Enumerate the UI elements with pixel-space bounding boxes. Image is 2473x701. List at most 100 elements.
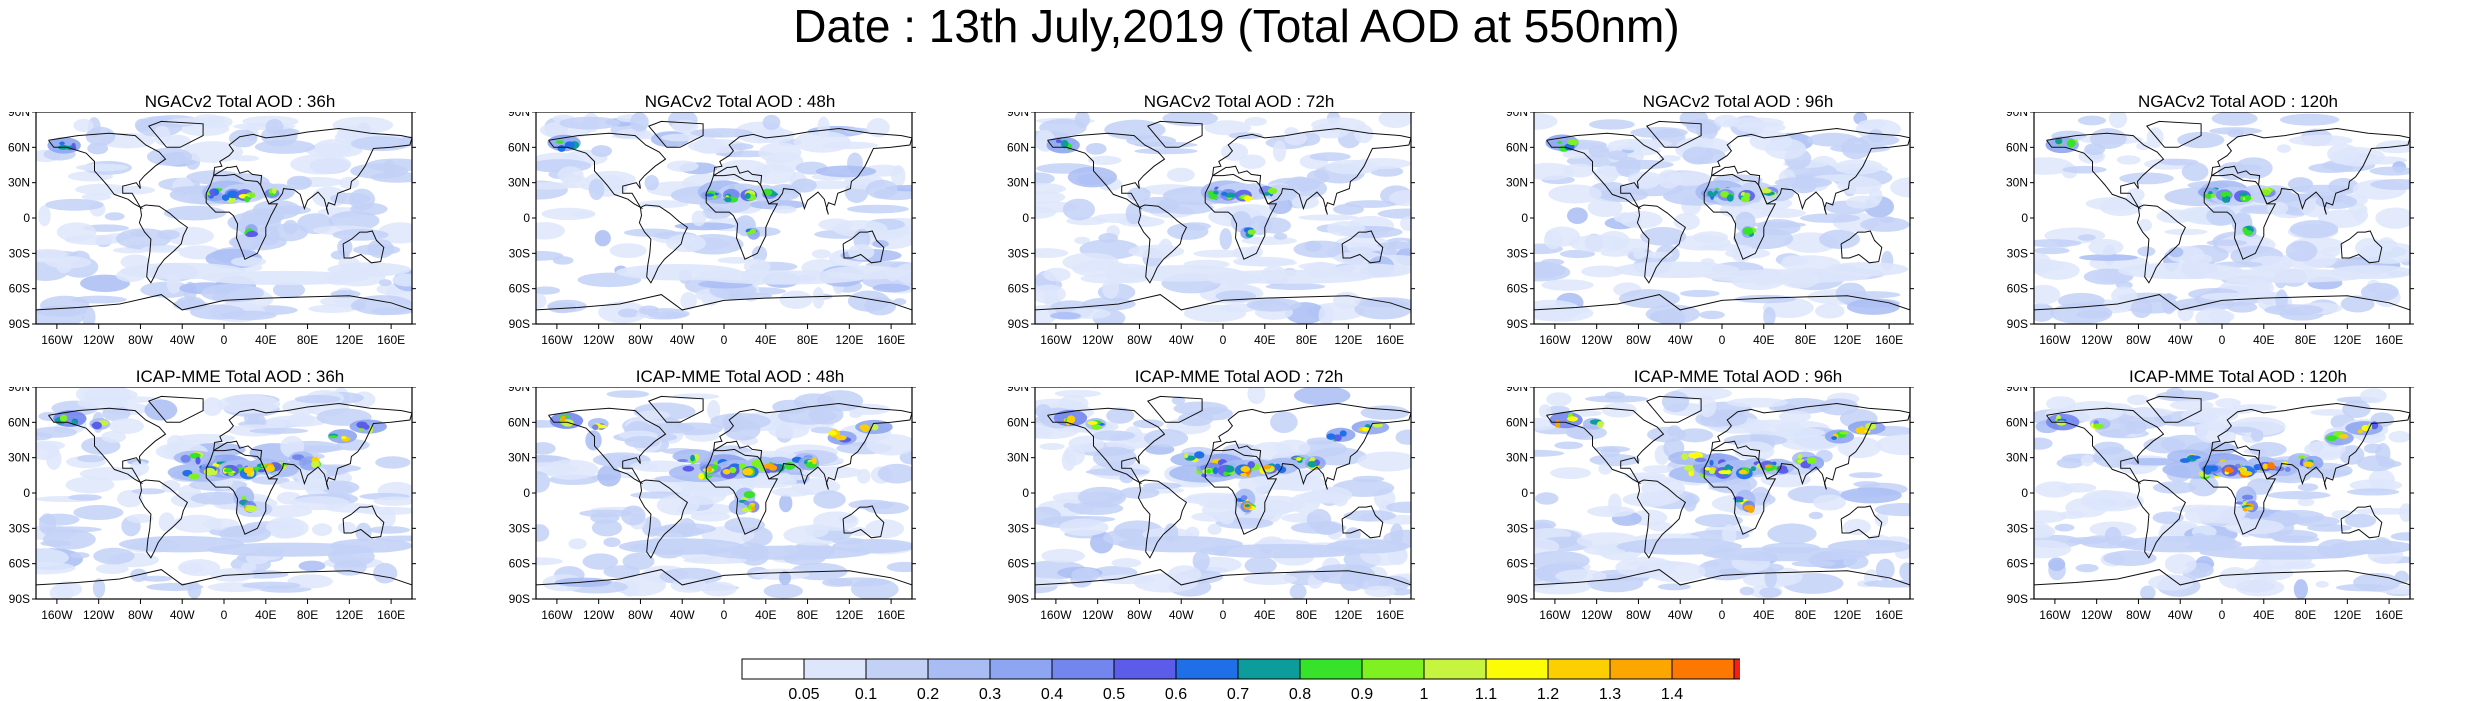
longitude-label: 80E	[2295, 608, 2316, 622]
longitude-label: 160E	[877, 608, 905, 622]
latitude-label: 30S	[1008, 521, 1029, 535]
latitude-label: 90N	[1007, 387, 1029, 394]
latitude-label: 30S	[2007, 521, 2028, 535]
latitude-label: 90N	[508, 387, 530, 394]
colorbar-label: 0.5	[1103, 686, 1125, 701]
longitude-label: 40W	[1668, 333, 1693, 347]
aod-map: 90N 60N 30N 0 30S 60S 90S 160W 120W 80W 40W 0 40E 80E…	[1007, 112, 1415, 347]
colorbar-label: 1	[1420, 686, 1429, 701]
colorbar-swatch	[1547, 658, 1611, 680]
latitude-label: 60S	[509, 282, 530, 296]
colorbar-label: 0.4	[1041, 686, 1063, 701]
panel-title: NGACv2 Total AOD : 36h	[144, 92, 336, 111]
latitude-label: 60S	[9, 557, 30, 571]
colorbar-label: 1.1	[1475, 686, 1497, 701]
latitude-label: 30S	[1507, 246, 1528, 260]
longitude-label: 160W	[41, 608, 73, 622]
longitude-label: 160W	[1040, 608, 1072, 622]
longitude-label: 120E	[335, 333, 363, 347]
map-panel: NGACv2 Total AOD : 36h 90N 60N 30N 0 30S 60S 90…	[0, 92, 420, 358]
colorbar-label: 0.7	[1227, 686, 1249, 701]
longitude-label: 40E	[1753, 333, 1774, 347]
longitude-label: 160W	[2039, 608, 2071, 622]
latitude-label: 0	[1022, 486, 1029, 500]
longitude-label: 160E	[877, 333, 905, 347]
longitude-label: 80W	[128, 333, 153, 347]
longitude-label: 40E	[1254, 608, 1275, 622]
colorbar-label: 0.6	[1165, 686, 1187, 701]
longitude-label: 80E	[2295, 333, 2316, 347]
latitude-label: 90N	[8, 387, 30, 394]
longitude-label: 120E	[1833, 608, 1861, 622]
colorbar-swatch	[1237, 658, 1301, 680]
longitude-label: 80W	[2126, 333, 2151, 347]
latitude-label: 30N	[8, 451, 30, 465]
longitude-label: 120E	[1334, 608, 1362, 622]
longitude-label: 120E	[335, 608, 363, 622]
latitude-label: 90S	[2007, 592, 2028, 606]
longitude-label: 40W	[2168, 333, 2193, 347]
colorbar-label: 1.4	[1661, 686, 1683, 701]
aod-map: 90N 60N 30N 0 30S 60S 90S 160W 120W 80W 40W 0 40E 80E…	[508, 387, 916, 622]
panel-title: NGACv2 Total AOD : 72h	[1143, 92, 1335, 111]
colorbar-label: 0.1	[855, 686, 877, 701]
map-panel: ICAP-MME Total AOD : 120h 90N 60N 30N 0 30S 60…	[1998, 367, 2418, 633]
map-panel: NGACv2 Total AOD : 96h 90N 60N 30N 0 30S 60S 90…	[1498, 92, 1918, 358]
latitude-label: 90N	[508, 112, 530, 119]
longitude-label: 160W	[41, 333, 73, 347]
longitude-label: 160E	[377, 608, 405, 622]
map-panel: ICAP-MME Total AOD : 96h 90N 60N 30N 0 30S 60S…	[1498, 367, 1918, 633]
map-panel: ICAP-MME Total AOD : 48h 90N 60N 30N 0 30S 60S…	[500, 367, 920, 633]
longitude-label: 160E	[1875, 333, 1903, 347]
panel-title: ICAP-MME Total AOD : 120h	[2129, 367, 2347, 386]
panel-title: ICAP-MME Total AOD : 96h	[1633, 367, 1843, 386]
longitude-label: 80W	[1127, 333, 1152, 347]
longitude-label: 40E	[255, 608, 276, 622]
panel-title: ICAP-MME Total AOD : 72h	[1134, 367, 1344, 386]
longitude-label: 120W	[2081, 608, 2113, 622]
longitude-label: 120W	[1581, 333, 1613, 347]
latitude-label: 90N	[1506, 387, 1528, 394]
latitude-label: 0	[2021, 486, 2028, 500]
longitude-label: 120W	[2081, 333, 2113, 347]
latitude-label: 60N	[8, 140, 30, 154]
latitude-label: 90S	[1008, 317, 1029, 331]
map-panel: ICAP-MME Total AOD : 36h 90N 60N 30N 0 30S 60S…	[0, 367, 420, 633]
latitude-label: 90S	[9, 592, 30, 606]
longitude-label: 80E	[297, 608, 318, 622]
longitude-label: 80E	[797, 333, 818, 347]
latitude-label: 90S	[1507, 592, 1528, 606]
longitude-label: 40E	[1753, 608, 1774, 622]
latitude-label: 0	[23, 486, 30, 500]
colorbar-label: 1.3	[1599, 686, 1621, 701]
panel-title: NGACv2 Total AOD : 120h	[2137, 92, 2338, 111]
latitude-label: 0	[1521, 486, 1528, 500]
latitude-label: 30S	[509, 521, 530, 535]
aod-map: 90N 60N 30N 0 30S 60S 90S 160W 120W 80W 40W 0 40E 80E…	[508, 112, 916, 347]
aod-map: 90N 60N 30N 0 30S 60S 90S 160W 120W 80W 40W 0 40E 80E…	[1007, 387, 1415, 622]
latitude-label: 60N	[1007, 140, 1029, 154]
longitude-label: 40W	[1169, 608, 1194, 622]
longitude-label: 40W	[170, 333, 195, 347]
colorbar-swatch	[1671, 658, 1735, 680]
latitude-label: 30S	[1008, 246, 1029, 260]
map-panel: NGACv2 Total AOD : 72h 90N 60N 30N 0 30S 60S 90…	[999, 92, 1419, 358]
longitude-label: 120E	[1334, 333, 1362, 347]
panel-title: ICAP-MME Total AOD : 48h	[635, 367, 845, 386]
longitude-label: 120E	[2333, 608, 2361, 622]
longitude-label: 160W	[1539, 333, 1571, 347]
longitude-label: 120W	[1581, 608, 1613, 622]
longitude-label: 80E	[1296, 333, 1317, 347]
longitude-label: 40E	[1254, 333, 1275, 347]
latitude-label: 60N	[508, 415, 530, 429]
colorbar-label: 0.2	[917, 686, 939, 701]
longitude-label: 120E	[2333, 333, 2361, 347]
longitude-label: 80W	[2126, 608, 2151, 622]
latitude-label: 30N	[1506, 176, 1528, 190]
longitude-label: 160W	[541, 608, 573, 622]
latitude-label: 60N	[8, 415, 30, 429]
colorbar-swatch	[1733, 658, 1740, 680]
longitude-label: 40W	[670, 333, 695, 347]
longitude-label: 80W	[628, 333, 653, 347]
latitude-label: 90S	[1008, 592, 1029, 606]
